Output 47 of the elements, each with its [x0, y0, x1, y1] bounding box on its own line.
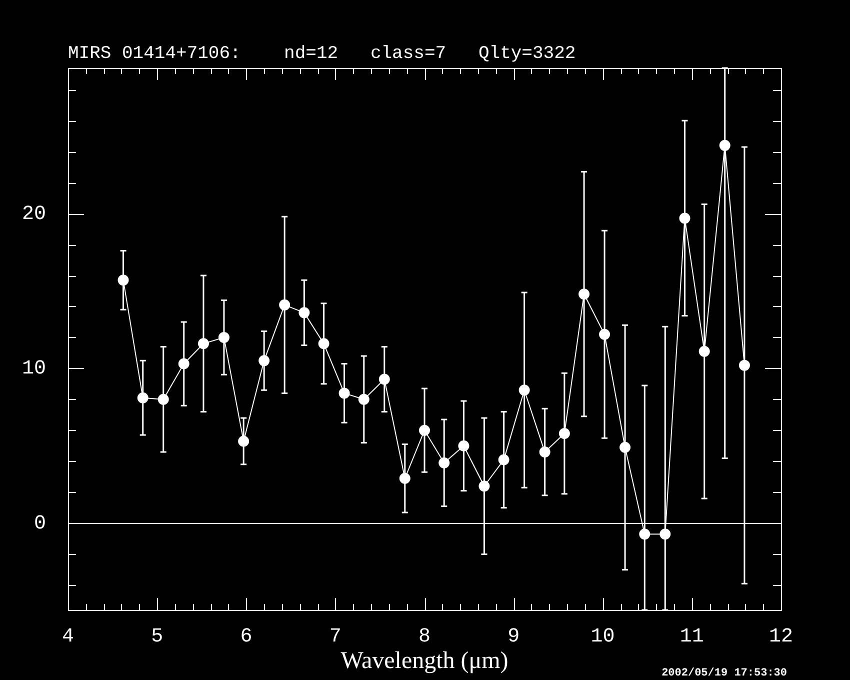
x-tick-label: 6 — [240, 625, 252, 648]
point — [620, 442, 631, 453]
y-tick-label: 10 — [22, 358, 46, 381]
x-tick-label: 5 — [151, 625, 164, 648]
point — [318, 338, 330, 350]
y-tick-label: 20 — [22, 202, 46, 226]
point — [478, 480, 490, 492]
point — [419, 424, 430, 436]
x-tick-label: 4 — [62, 625, 74, 648]
point — [558, 428, 570, 439]
point — [358, 394, 370, 405]
text: 2002/05/19 17:53:30 — [662, 667, 787, 680]
x-axis-title: Wavelength (μm) — [340, 648, 508, 674]
point — [679, 212, 690, 224]
point — [578, 288, 590, 300]
x-tick-label: 10 — [590, 625, 615, 648]
point — [458, 440, 470, 452]
y-tick-label: 0 — [34, 512, 46, 536]
point — [539, 446, 550, 458]
point — [599, 328, 610, 340]
point — [238, 436, 250, 447]
point — [738, 360, 750, 371]
x-tick-label: 11 — [680, 625, 704, 648]
x-tick-label: 8 — [418, 625, 431, 648]
point — [298, 307, 310, 318]
x-tick-label: 12 — [768, 625, 794, 648]
point — [719, 140, 730, 151]
point — [258, 355, 270, 366]
point — [639, 528, 650, 540]
point — [279, 299, 290, 310]
point — [518, 384, 530, 396]
x-tick-label: 9 — [508, 625, 520, 648]
point — [198, 338, 209, 350]
point — [438, 457, 450, 468]
point — [158, 394, 169, 405]
point — [399, 472, 410, 484]
point — [178, 358, 190, 370]
point — [118, 274, 129, 286]
x-tick-label: 7 — [329, 625, 342, 648]
point — [218, 332, 230, 343]
point — [498, 454, 510, 466]
point — [660, 528, 671, 540]
point — [698, 346, 710, 357]
point — [378, 374, 390, 385]
point — [137, 392, 148, 404]
point — [338, 388, 350, 399]
chart-title: MIRS 01414+7106: nd=12 class=7 Qlty=3322 — [68, 44, 576, 64]
